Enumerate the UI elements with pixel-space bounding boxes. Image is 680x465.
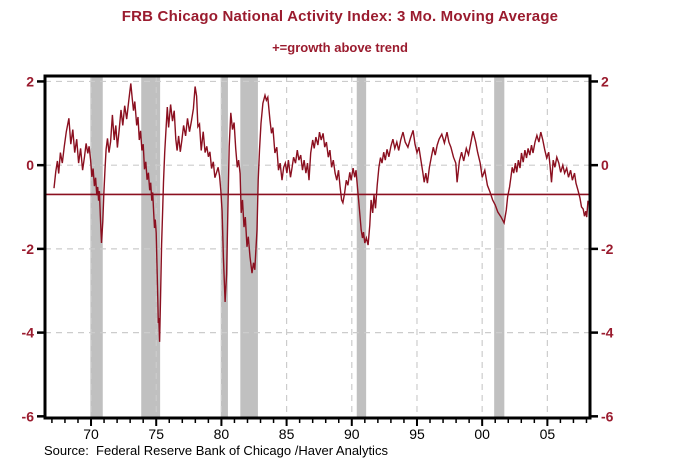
right-y-tick-label: 0 xyxy=(601,157,609,173)
left-y-tick-label: 0 xyxy=(26,157,34,173)
x-tick-label: 05 xyxy=(540,426,556,442)
x-tick-label: 00 xyxy=(474,426,490,442)
recession-band xyxy=(220,76,228,418)
x-tick-label: 95 xyxy=(409,426,425,442)
left-y-tick-label: -4 xyxy=(22,325,35,341)
recession-band xyxy=(141,76,161,418)
chart-subtitle: +=growth above trend xyxy=(272,40,408,55)
x-tick-label: 80 xyxy=(214,426,230,442)
chart-title: FRB Chicago National Activity Index: 3 M… xyxy=(121,8,559,25)
right-y-tick-label: -2 xyxy=(601,241,614,257)
recession-band xyxy=(356,76,367,418)
right-y-tick-label: -6 xyxy=(601,408,614,424)
recession-band xyxy=(494,76,505,418)
right-y-tick-label: -4 xyxy=(601,325,614,341)
data-line xyxy=(53,83,589,342)
plot-frame xyxy=(43,74,592,420)
x-tick-label: 85 xyxy=(279,426,295,442)
x-tick-label: 75 xyxy=(148,426,164,442)
x-tick-label: 90 xyxy=(344,426,360,442)
source-note: Source: Federal Reserve Bank of Chicago … xyxy=(44,443,388,458)
left-y-tick-label: -2 xyxy=(22,241,35,257)
left-y-tick-label: 2 xyxy=(26,73,34,89)
x-tick-label: 70 xyxy=(83,426,99,442)
recession-band xyxy=(90,76,103,418)
right-y-tick-label: 2 xyxy=(601,73,609,89)
left-y-tick-label: -6 xyxy=(22,408,35,424)
